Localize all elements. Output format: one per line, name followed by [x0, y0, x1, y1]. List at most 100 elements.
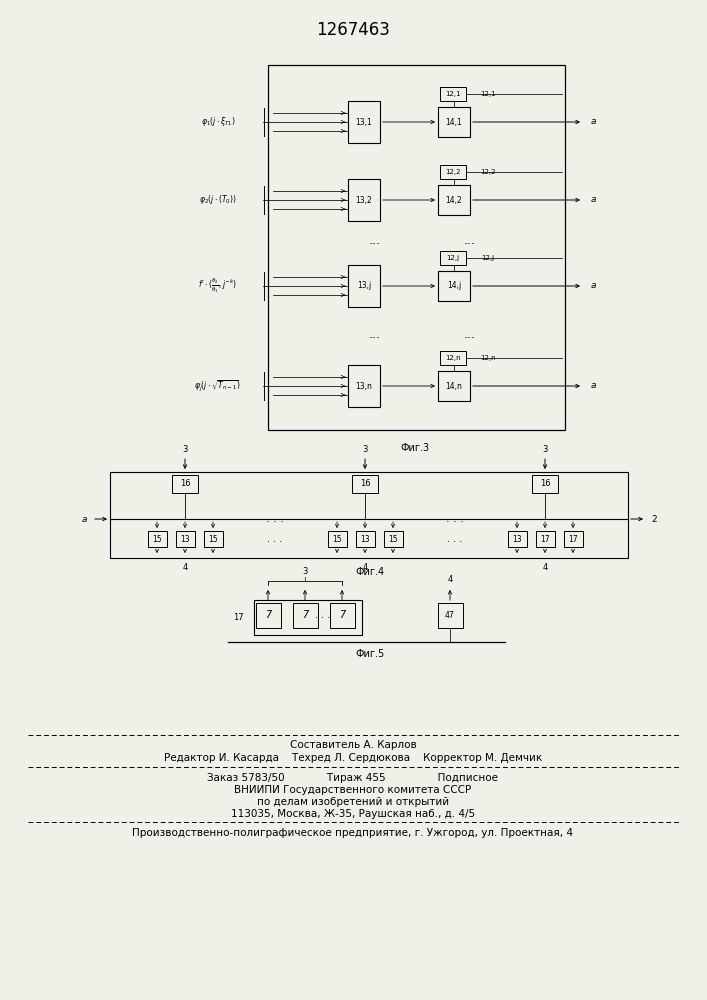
Text: Редактор И. Касарда    Техред Л. Сердюкова    Корректор М. Демчик: Редактор И. Касарда Техред Л. Сердюкова … [164, 753, 542, 763]
Text: 3: 3 [542, 446, 548, 454]
Bar [440, 251, 466, 265]
Bar [176, 531, 195, 547]
Text: 13,2: 13,2 [356, 196, 373, 205]
Bar [508, 531, 527, 547]
Bar [268, 65, 565, 430]
Text: a: a [591, 196, 597, 205]
Text: . . .: . . . [266, 514, 284, 524]
Text: 12,j: 12,j [446, 255, 460, 261]
Bar [293, 603, 318, 628]
Text: a: a [81, 514, 87, 524]
Bar [352, 475, 378, 493]
Text: 7: 7 [339, 610, 345, 620]
Text: Фиг.3: Фиг.3 [400, 443, 430, 453]
Text: 16: 16 [539, 480, 550, 488]
Text: Заказ 5783/50             Тираж 455                Подписное: Заказ 5783/50 Тираж 455 Подписное [207, 773, 498, 783]
Text: 7: 7 [265, 610, 271, 620]
Text: 1267463: 1267463 [316, 21, 390, 39]
Text: 7: 7 [302, 610, 308, 620]
Text: 15: 15 [332, 534, 341, 544]
Bar [328, 531, 347, 547]
Bar [536, 531, 555, 547]
Text: 15: 15 [388, 534, 398, 544]
Text: 16: 16 [360, 480, 370, 488]
Text: 17: 17 [568, 534, 578, 544]
Text: $\varphi_j(j\cdot\sqrt{T_{n-1}})$: $\varphi_j(j\cdot\sqrt{T_{n-1}})$ [194, 378, 242, 394]
Text: 13,n: 13,n [356, 381, 373, 390]
Text: ...: ... [464, 233, 476, 246]
Text: 12,1: 12,1 [480, 91, 496, 97]
Text: Составитель А. Карлов: Составитель А. Карлов [290, 740, 416, 750]
Text: 3: 3 [182, 446, 187, 454]
Text: ...: ... [464, 328, 476, 342]
Text: 17: 17 [233, 613, 244, 622]
Bar [204, 531, 223, 547]
Text: 15: 15 [208, 534, 218, 544]
Bar [440, 351, 466, 365]
Text: . . .: . . . [446, 514, 464, 524]
Text: 16: 16 [180, 480, 190, 488]
Bar [356, 531, 375, 547]
Bar [348, 365, 380, 407]
Bar [384, 531, 403, 547]
Text: a: a [591, 282, 597, 290]
Text: Производственно-полиграфическое предприятие, г. Ужгород, ул. Проектная, 4: Производственно-полиграфическое предприя… [132, 828, 573, 838]
Text: 4: 4 [182, 564, 187, 572]
Bar [438, 603, 463, 628]
Bar [348, 101, 380, 143]
Text: a: a [591, 117, 597, 126]
Text: . . .: . . . [448, 534, 462, 544]
Bar [438, 107, 470, 137]
Bar [438, 371, 470, 401]
Bar [348, 179, 380, 221]
Bar [438, 185, 470, 215]
Text: 12,j: 12,j [481, 255, 495, 261]
Text: 17: 17 [540, 534, 550, 544]
Text: ...: ... [369, 328, 381, 342]
Text: 13,j: 13,j [357, 282, 371, 290]
Text: 13: 13 [360, 534, 370, 544]
Bar [438, 271, 470, 301]
Text: Фиг.4: Фиг.4 [356, 567, 385, 577]
Bar [330, 603, 355, 628]
Text: . . .: . . . [267, 534, 283, 544]
Text: 14,n: 14,n [445, 381, 462, 390]
Bar [564, 531, 583, 547]
Bar [440, 165, 466, 179]
Text: 4: 4 [542, 564, 548, 572]
Text: 113035, Москва, Ж-35, Раушская наб., д. 4/5: 113035, Москва, Ж-35, Раушская наб., д. … [231, 809, 475, 819]
Bar [172, 475, 198, 493]
Text: 14,1: 14,1 [445, 117, 462, 126]
Bar [254, 600, 362, 635]
Text: 13: 13 [180, 534, 189, 544]
Text: Фиг.5: Фиг.5 [356, 649, 385, 659]
Text: 13: 13 [512, 534, 522, 544]
Bar [148, 531, 167, 547]
Text: 3: 3 [362, 446, 368, 454]
Text: 12,2: 12,2 [480, 169, 496, 175]
Bar [440, 87, 466, 101]
Text: $f'\cdot(\frac{\theta_2}{\theta_1},j^{-k})$: $f'\cdot(\frac{\theta_2}{\theta_1},j^{-k… [199, 277, 238, 295]
Bar [256, 603, 281, 628]
Text: 14,2: 14,2 [445, 196, 462, 205]
Text: 47: 47 [445, 611, 455, 620]
Text: 12,n: 12,n [480, 355, 496, 361]
Text: 13,1: 13,1 [356, 117, 373, 126]
Text: 4: 4 [448, 574, 452, 584]
Text: 2: 2 [651, 514, 657, 524]
Text: по делам изобретений и открытий: по делам изобретений и открытий [257, 797, 449, 807]
Text: 4: 4 [363, 564, 368, 572]
Text: ...: ... [369, 233, 381, 246]
Text: 14,j: 14,j [447, 282, 461, 290]
Bar [348, 265, 380, 307]
Text: 12,n: 12,n [445, 355, 461, 361]
Text: 12,2: 12,2 [445, 169, 461, 175]
Text: ВНИИПИ Государственного комитета СССР: ВНИИПИ Государственного комитета СССР [235, 785, 472, 795]
Text: $\varphi_1(j\cdot\xi_{T1})$: $\varphi_1(j\cdot\xi_{T1})$ [201, 115, 235, 128]
Bar [110, 472, 628, 558]
Text: a: a [591, 381, 597, 390]
Text: 15: 15 [152, 534, 162, 544]
Bar [532, 475, 558, 493]
Text: . . .: . . . [315, 610, 331, 620]
Text: 12,1: 12,1 [445, 91, 461, 97]
